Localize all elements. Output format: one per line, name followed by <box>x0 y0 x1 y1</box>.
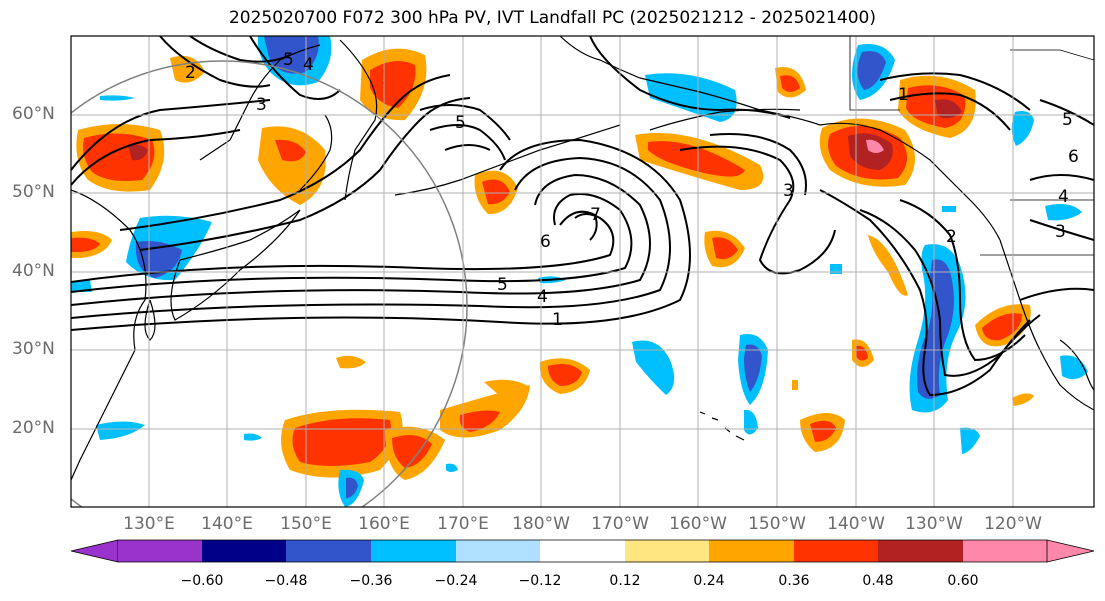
contour-label: 3 <box>783 181 794 201</box>
contour-label: 3 <box>256 95 267 115</box>
plot-frame <box>70 35 1095 508</box>
coastlines <box>71 36 1094 481</box>
contour-label: 5 <box>1062 110 1073 130</box>
colorbar-tick-label: 0.60 <box>947 573 979 589</box>
lon-label: 130°W <box>905 514 963 534</box>
colorbar-tick-label: 0.12 <box>609 573 641 589</box>
lon-label: 180°W <box>512 514 570 534</box>
lon-label: 160°E <box>358 514 410 534</box>
contour-label: 5 <box>497 275 508 295</box>
colorbar-tick-label: −0.48 <box>264 573 308 589</box>
lon-label: 150°W <box>748 514 806 534</box>
contour-label: 4 <box>537 287 548 307</box>
colorbar-tick-label: 0.36 <box>778 573 810 589</box>
contour-label: 2 <box>946 227 957 247</box>
lon-label: 150°E <box>280 514 332 534</box>
contour-label: 6 <box>540 232 551 252</box>
contour-label: 5 <box>455 113 466 133</box>
colorbar-tick-label: −0.24 <box>434 573 478 589</box>
contour-label: 6 <box>1068 147 1079 167</box>
colorbar-tick-label: 0.24 <box>693 573 725 589</box>
lon-label: 160°W <box>669 514 727 534</box>
contour-label: 5 <box>283 50 294 70</box>
lat-label: 30°N <box>12 339 55 359</box>
lat-label: 60°N <box>12 104 55 124</box>
lat-label: 50°N <box>12 182 55 202</box>
lat-label: 40°N <box>12 261 55 281</box>
lon-label: 170°W <box>591 514 649 534</box>
colorbar-tick-label: −0.36 <box>349 573 393 589</box>
country-borders <box>849 36 1094 256</box>
contour-label: 2 <box>185 63 196 83</box>
colorbar-tick-label: 0.48 <box>862 573 894 589</box>
contour-label: 1 <box>552 310 563 330</box>
gridlines <box>71 36 1094 507</box>
contour-label: 7 <box>590 205 601 225</box>
contour-label: 1 <box>898 85 909 105</box>
lon-label: 130°E <box>123 514 175 534</box>
colorbar <box>70 539 1095 563</box>
contour-label: 4 <box>303 55 314 75</box>
lon-label: 170°E <box>437 514 489 534</box>
lat-label: 20°N <box>12 418 55 438</box>
lon-label: 140°W <box>827 514 885 534</box>
colorbar-tick-label: −0.60 <box>180 573 224 589</box>
colorbar-tick-label: −0.12 <box>518 573 562 589</box>
lon-label: 120°W <box>984 514 1042 534</box>
target-region-circle <box>71 60 468 507</box>
contour-label: 4 <box>1058 187 1069 207</box>
contour-labels: 1 4 5 6 7 3 5 2 3 2 1 5 6 4 3 5 4 <box>185 50 1079 330</box>
contour-label: 3 <box>1055 222 1066 242</box>
map-title: 2025020700 F072 300 hPa PV, IVT Landfall… <box>228 8 876 28</box>
lon-label: 140°E <box>201 514 253 534</box>
